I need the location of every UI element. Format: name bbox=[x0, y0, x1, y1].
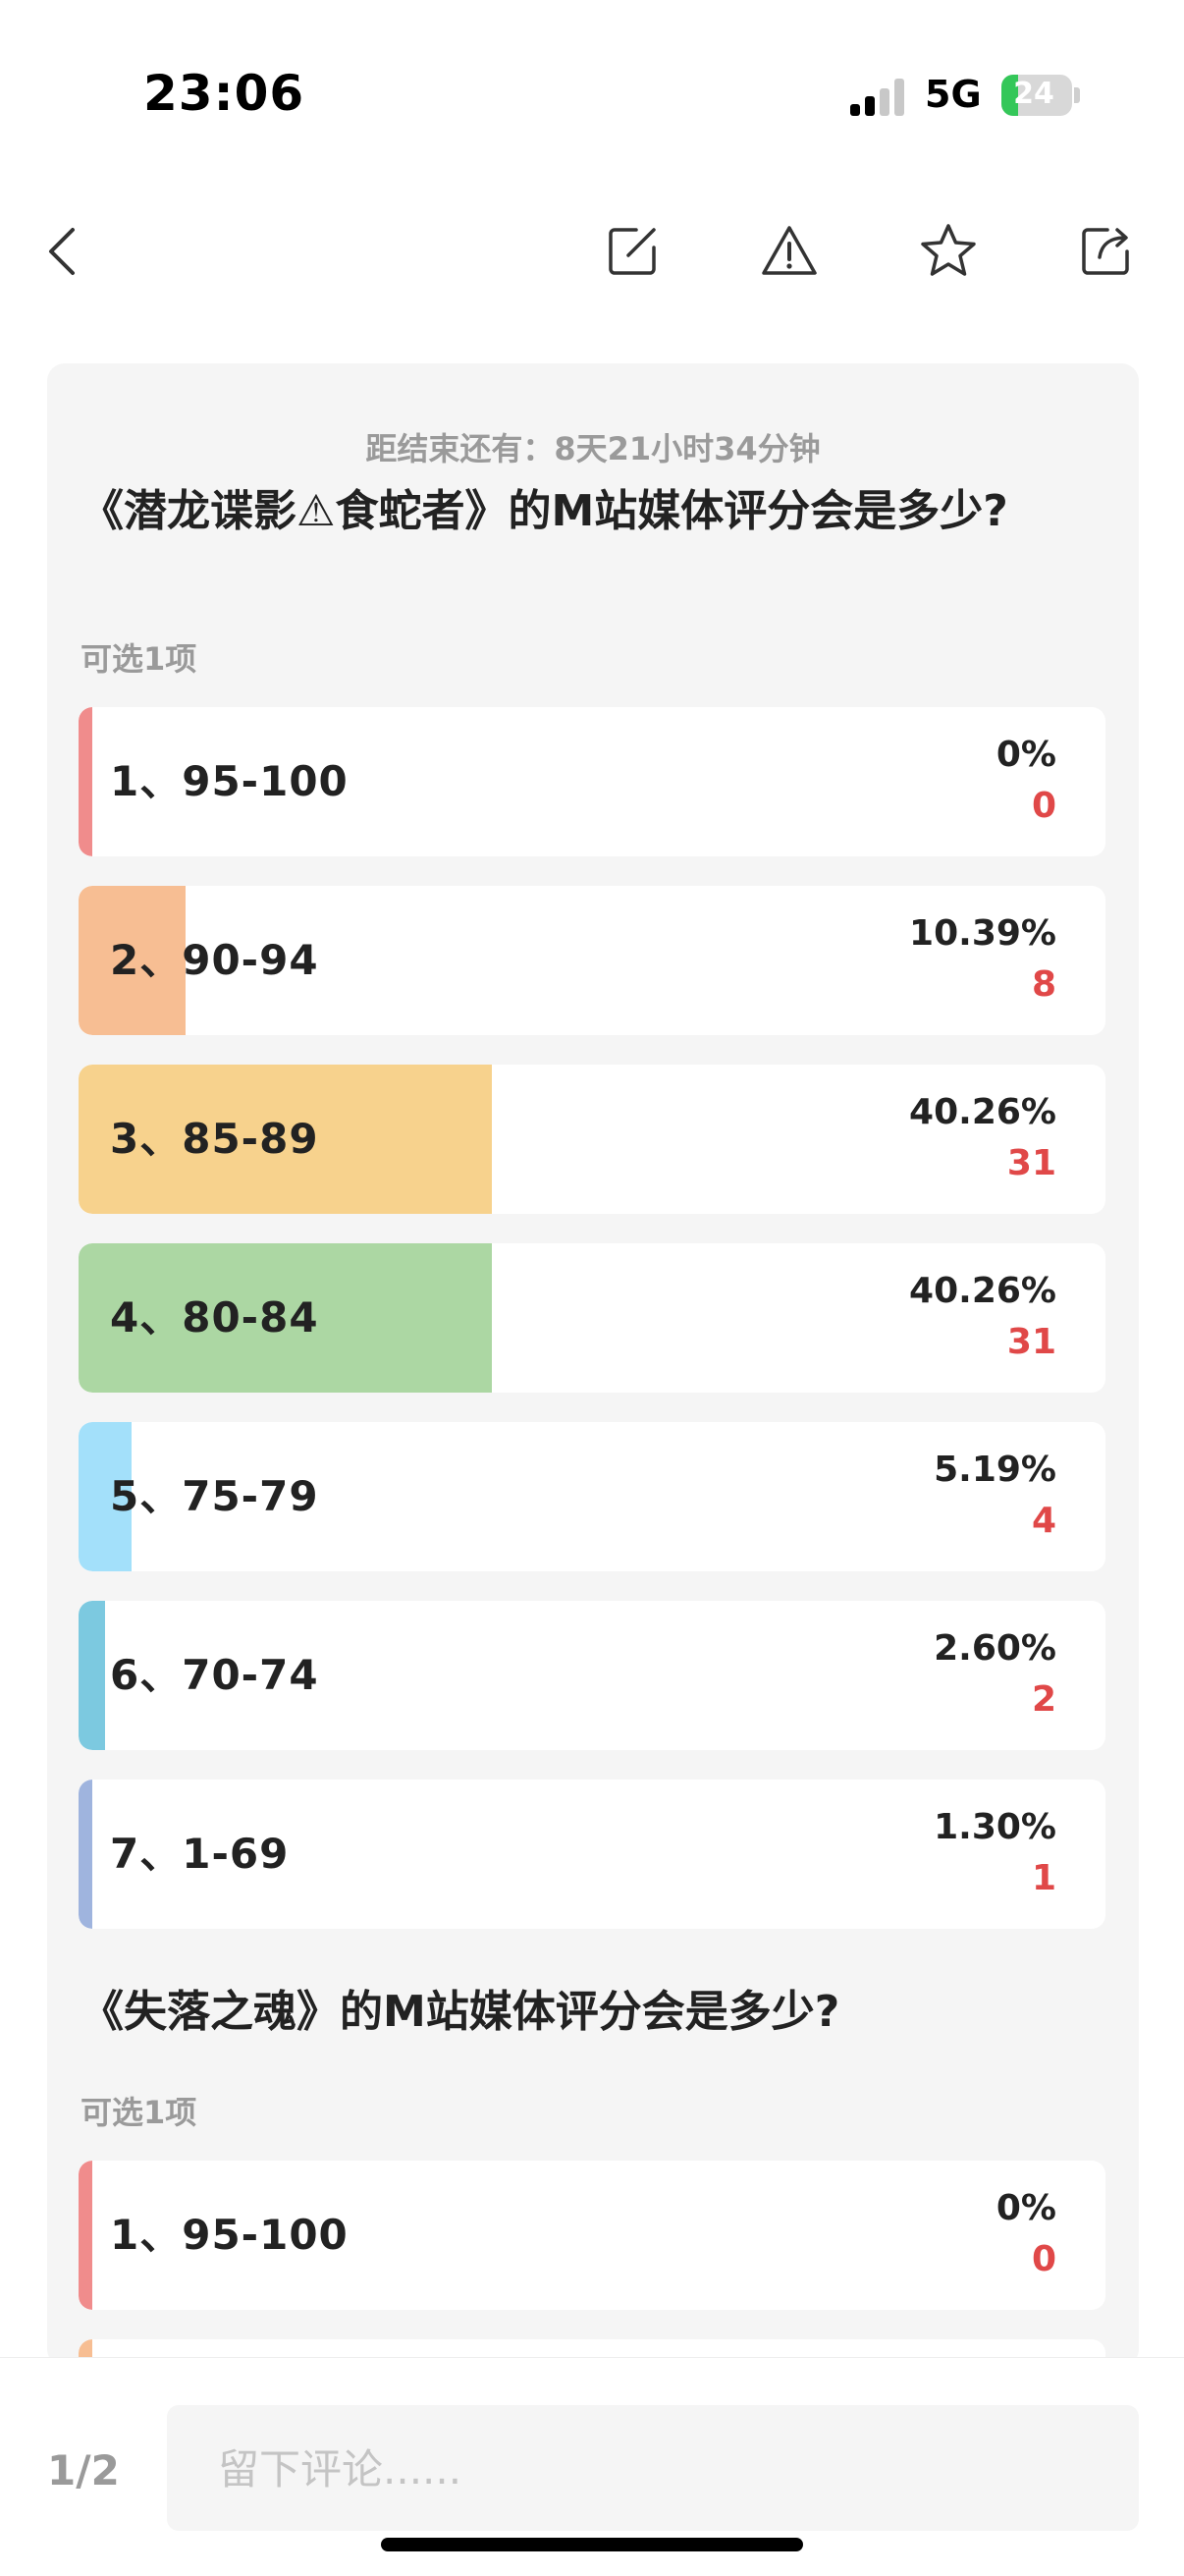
option-count: 0 bbox=[1031, 2239, 1056, 2279]
option-label: 5、75-79 bbox=[110, 1472, 319, 1520]
signal-bar bbox=[880, 88, 889, 116]
option-label: 2、90-94 bbox=[110, 936, 319, 984]
option-label: 7、1-69 bbox=[110, 1830, 290, 1878]
option-label: 1、95-100 bbox=[110, 2211, 349, 2259]
signal-bar bbox=[850, 104, 860, 116]
question-title: 《潜龙谍影⚠食蛇者》的M站媒体评分会是多少? bbox=[81, 486, 1008, 536]
option-bar bbox=[79, 1780, 92, 1929]
option-percent: 10.39% bbox=[909, 913, 1056, 954]
option-bar bbox=[79, 886, 186, 1035]
poll-option[interactable]: 6、70-74 2.60% 2 bbox=[79, 1601, 1105, 1750]
option-label: 1、95-100 bbox=[110, 757, 349, 805]
option-bar bbox=[79, 1601, 105, 1750]
option-count: 31 bbox=[1006, 1322, 1056, 1362]
option-percent: 1.30% bbox=[934, 1807, 1056, 1847]
option-count: 0 bbox=[1031, 786, 1056, 826]
question-title: 《失落之魂》的M站媒体评分会是多少? bbox=[81, 1987, 840, 2037]
network-type: 5G bbox=[925, 73, 982, 116]
option-percent: 0% bbox=[996, 735, 1056, 775]
option-label: 6、70-74 bbox=[110, 1651, 319, 1699]
option-bar bbox=[79, 1065, 492, 1214]
edit-icon[interactable] bbox=[597, 216, 668, 287]
status-time: 23:06 bbox=[143, 65, 305, 122]
option-count: 2 bbox=[1031, 1679, 1056, 1720]
poll-countdown: 距结束还有：8天21小时34分钟 bbox=[365, 430, 821, 467]
option-bar bbox=[79, 1243, 492, 1393]
poll-option[interactable]: 5、75-79 5.19% 4 bbox=[79, 1422, 1105, 1571]
battery-fill bbox=[1001, 75, 1018, 116]
battery-cap bbox=[1074, 87, 1080, 103]
option-count: 4 bbox=[1031, 1501, 1056, 1541]
option-count: 31 bbox=[1006, 1143, 1056, 1183]
poll-option[interactable]: 1、95-100 0% 0 bbox=[79, 707, 1105, 856]
back-icon[interactable] bbox=[29, 216, 100, 287]
share-icon[interactable] bbox=[1070, 216, 1141, 287]
option-percent: 0% bbox=[996, 2188, 1056, 2228]
battery-level: 24 bbox=[1013, 77, 1054, 111]
question-subtitle: 可选1项 bbox=[81, 2094, 197, 2131]
signal-bar bbox=[865, 96, 875, 116]
option-label: 3、85-89 bbox=[110, 1115, 319, 1163]
question-subtitle: 可选1项 bbox=[81, 640, 197, 678]
option-bar bbox=[79, 707, 92, 856]
poll-option[interactable]: 3、85-89 40.26% 31 bbox=[79, 1065, 1105, 1214]
home-indicator[interactable] bbox=[381, 2538, 803, 2551]
option-label: 4、80-84 bbox=[110, 1293, 319, 1342]
poll-option[interactable]: 1、95-100 0% 0 bbox=[79, 2161, 1105, 2310]
poll-option[interactable]: 2、90-94 10.39% 8 bbox=[79, 886, 1105, 1035]
option-percent: 40.26% bbox=[909, 1092, 1056, 1132]
comment-box[interactable] bbox=[167, 2405, 1139, 2533]
option-bar bbox=[79, 2161, 92, 2310]
poll-card: 距结束还有：8天21小时34分钟 《潜龙谍影⚠食蛇者》的M站媒体评分会是多少? … bbox=[47, 363, 1139, 2367]
option-count: 8 bbox=[1031, 964, 1056, 1005]
option-count: 1 bbox=[1031, 1858, 1056, 1898]
poll-option[interactable]: 7、1-69 1.30% 1 bbox=[79, 1780, 1105, 1929]
option-bar bbox=[79, 1422, 132, 1571]
option-percent: 2.60% bbox=[934, 1628, 1056, 1669]
poll-option[interactable]: 4、80-84 40.26% 31 bbox=[79, 1243, 1105, 1393]
signal-icon bbox=[850, 79, 905, 116]
warning-icon[interactable] bbox=[754, 216, 825, 287]
page-indicator: 1/2 bbox=[47, 2446, 120, 2494]
star-icon[interactable] bbox=[913, 216, 984, 287]
battery-icon: 24 bbox=[1001, 75, 1072, 116]
option-percent: 5.19% bbox=[934, 1450, 1056, 1490]
option-percent: 40.26% bbox=[909, 1271, 1056, 1311]
comment-input[interactable] bbox=[216, 2405, 1103, 2533]
signal-bar bbox=[894, 79, 904, 116]
